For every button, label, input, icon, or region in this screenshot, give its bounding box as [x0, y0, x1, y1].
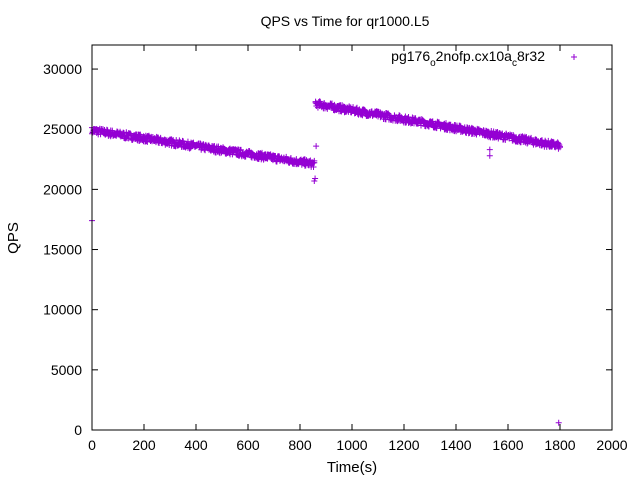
data-point — [293, 156, 300, 163]
data-point — [310, 164, 317, 171]
data-point — [510, 132, 517, 139]
data-point — [557, 143, 563, 150]
legend-sub-1: o — [430, 58, 436, 69]
legend-part-1: pg176 — [391, 48, 430, 64]
legend-sub-2: c — [512, 58, 517, 69]
x-tick-label: 800 — [288, 437, 312, 453]
y-tick-label: 20000 — [43, 181, 82, 197]
x-tick-label: 1400 — [440, 437, 471, 453]
data-point — [502, 136, 509, 143]
data-point-outlier — [486, 146, 493, 153]
data-point-outlier — [312, 175, 319, 182]
y-tick-label: 0 — [74, 422, 82, 438]
y-tick-label: 10000 — [43, 302, 82, 318]
legend-part-3: 8r32 — [517, 48, 545, 64]
chart-title: QPS vs Time for qr1000.L5 — [261, 13, 430, 29]
y-axis-label: QPS — [5, 222, 22, 254]
x-tick-label: 2000 — [596, 437, 627, 453]
plot-frame — [91, 44, 613, 431]
legend-part-2: 2nofp.cx10a — [436, 48, 512, 64]
y-tick-label: 5000 — [51, 362, 82, 378]
legend-marker — [571, 54, 577, 60]
data-point — [127, 130, 134, 137]
x-tick-label: 0 — [88, 437, 96, 453]
data-point — [485, 128, 492, 135]
data-point-outlier — [486, 152, 493, 159]
data-point — [311, 157, 318, 164]
data-marks — [89, 98, 563, 426]
legend: pg176o2nofp.cx10ac8r32 — [391, 48, 577, 69]
data-point-outlier — [313, 143, 320, 150]
data-point — [184, 138, 191, 145]
y-tick-label: 30000 — [43, 61, 82, 77]
data-point — [273, 158, 280, 165]
x-tick-label: 600 — [236, 437, 260, 453]
legend-marker-symbol — [571, 54, 577, 60]
x-tick-label: 1200 — [388, 437, 419, 453]
x-axis-label: Time(s) — [327, 459, 377, 476]
x-tick-label: 1800 — [544, 437, 575, 453]
data-point-outlier — [555, 419, 562, 426]
data-point — [109, 127, 116, 134]
x-tick-label: 200 — [132, 437, 156, 453]
data-point — [425, 123, 432, 130]
x-tick-label: 1600 — [492, 437, 523, 453]
x-tick-label: 400 — [184, 437, 208, 453]
data-point — [457, 122, 464, 129]
x-tick-label: 1000 — [336, 437, 367, 453]
legend-entry-label: pg176o2nofp.cx10ac8r32 — [391, 48, 545, 69]
axis-ticks: 0 200 400 600 800 1000 1200 1400 1600 1800 2000050… — [43, 45, 628, 453]
y-tick-label: 15000 — [43, 242, 82, 258]
y-tick-label: 25000 — [43, 121, 82, 137]
